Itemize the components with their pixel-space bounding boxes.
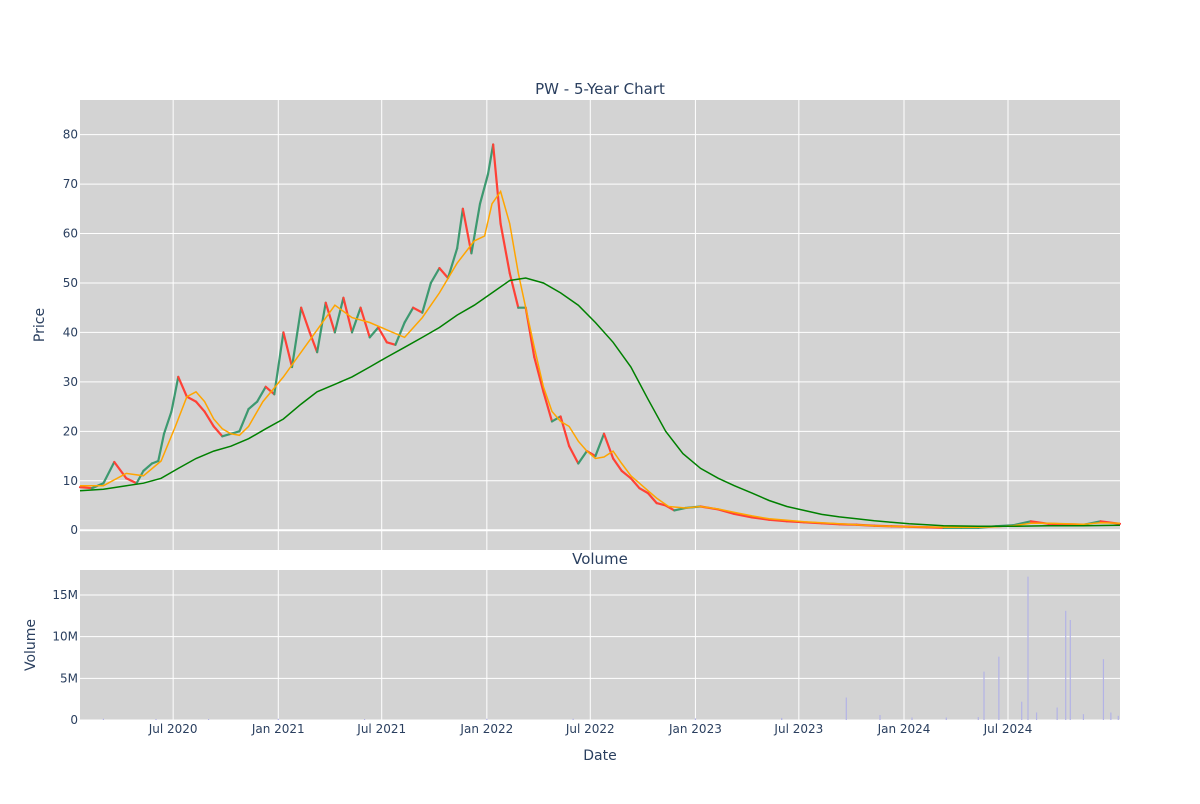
volume-y-tick-label: 15M: [52, 588, 78, 602]
price-y-tick-label: 30: [63, 375, 78, 389]
volume-bar: [155, 719, 156, 720]
price-y-tick-label: 80: [63, 128, 78, 142]
price-y-tick-label: 20: [63, 424, 78, 438]
x-tick-label: Jul 2024: [983, 722, 1033, 736]
volume-bar: [1021, 702, 1022, 720]
price-y-tick-label: 60: [63, 227, 78, 241]
price-plot-area: [80, 100, 1120, 550]
volume-bar: [1065, 611, 1066, 720]
price-chart-title: PW - 5-Year Chart: [535, 80, 665, 98]
x-tick-label: Jul 2023: [773, 722, 823, 736]
volume-bar: [1057, 708, 1058, 721]
volume-bar: [1036, 713, 1037, 721]
volume-bar: [879, 715, 880, 720]
x-tick-label: Jul 2021: [356, 722, 406, 736]
volume-bar: [781, 718, 782, 720]
volume-bar: [998, 657, 999, 720]
price-y-tick-label: 10: [63, 474, 78, 488]
volume-bar: [978, 717, 979, 720]
volume-y-axis-label: Volume: [23, 619, 39, 671]
price-y-tick-label: 50: [63, 276, 78, 290]
x-tick-label: Jan 2024: [877, 722, 931, 736]
volume-plot-area: [80, 570, 1120, 720]
price-y-tick-label: 40: [63, 325, 78, 339]
volume-y-ticks: 0 5M 10M 15M: [52, 588, 78, 727]
volume-y-tick-label: 5M: [60, 671, 78, 685]
volume-chart-title: Volume: [572, 550, 628, 568]
price-segment: [80, 487, 92, 488]
x-tick-label: Jul 2020: [148, 722, 198, 736]
volume-bar: [1027, 577, 1028, 720]
volume-bar: [1103, 659, 1104, 720]
volume-bar: [486, 719, 487, 720]
volume-bar: [846, 698, 847, 721]
volume-bar: [1083, 714, 1084, 720]
volume-bar: [103, 719, 104, 720]
volume-bar: [1110, 713, 1111, 721]
price-y-axis-label: Price: [32, 308, 48, 342]
x-axis-label: Date: [583, 748, 616, 764]
volume-bar: [573, 719, 574, 720]
volume-y-tick-label: 0: [70, 713, 78, 727]
x-tick-label: Jan 2021: [251, 722, 305, 736]
price-y-tick-label: 70: [63, 177, 78, 191]
volume-bar: [364, 719, 365, 720]
volume-bar: [208, 719, 209, 720]
price-y-tick-label: 0: [70, 523, 78, 537]
volume-y-tick-label: 10M: [52, 630, 78, 644]
volume-bar: [1070, 620, 1071, 720]
x-tick-label: Jan 2022: [459, 722, 513, 736]
volume-bar: [983, 672, 984, 720]
price-y-ticks: 0 10 20 30 40 50 60 70 80: [63, 128, 78, 538]
x-tick-label: Jan 2023: [668, 722, 722, 736]
volume-bar: [278, 719, 279, 720]
volume-x-ticks: Jul 2020 Jan 2021 Jul 2021 Jan 2022 Jul 2022…: [148, 722, 1033, 736]
volume-bar: [695, 718, 696, 720]
volume-bar: [911, 718, 912, 721]
x-tick-label: Jul 2022: [565, 722, 615, 736]
volume-bar: [1118, 716, 1119, 720]
volume-bar: [946, 718, 947, 721]
